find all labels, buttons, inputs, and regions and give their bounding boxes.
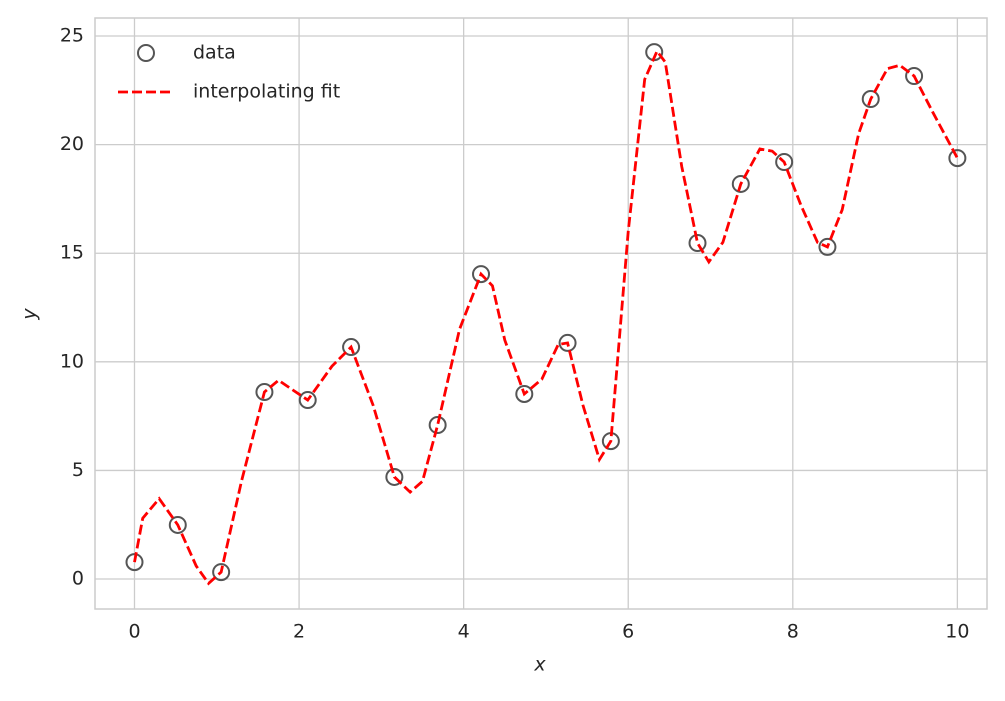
legend-label: data (193, 42, 236, 64)
y-axis-label: y (19, 308, 41, 321)
x-tick-label: 4 (458, 621, 470, 643)
fit-line (133, 48, 959, 586)
data-point (731, 174, 750, 193)
y-tick-label: 15 (60, 242, 84, 264)
data-point (861, 90, 880, 109)
y-tick-label: 25 (60, 25, 84, 47)
data-point (515, 384, 534, 403)
data-point (558, 333, 577, 352)
legend-label: interpolating fit (193, 81, 340, 103)
x-tick-label: 8 (787, 621, 799, 643)
y-tick-label: 5 (72, 459, 84, 481)
legend-marker (137, 44, 155, 62)
x-tick-label: 0 (128, 621, 140, 643)
data-point (775, 153, 794, 172)
x-axis-label: x (533, 654, 546, 676)
data-point (948, 149, 967, 168)
data-point (342, 338, 361, 357)
y-tick-label: 10 (60, 350, 84, 372)
data-point (168, 515, 187, 534)
y-tick-label: 0 (72, 568, 84, 590)
data-point (905, 66, 924, 85)
data-point (428, 416, 447, 435)
plot-frame (94, 17, 988, 610)
data-point (298, 391, 317, 410)
data-point (818, 237, 837, 256)
x-tick-label: 2 (293, 621, 305, 643)
data-point (385, 467, 404, 486)
data-point (255, 383, 274, 402)
data-point (472, 265, 491, 284)
data-point (125, 553, 144, 572)
data-point (212, 563, 231, 582)
data-point (688, 234, 707, 253)
x-tick-label: 10 (945, 621, 969, 643)
x-tick-label: 6 (622, 621, 634, 643)
y-tick-label: 20 (60, 133, 84, 155)
